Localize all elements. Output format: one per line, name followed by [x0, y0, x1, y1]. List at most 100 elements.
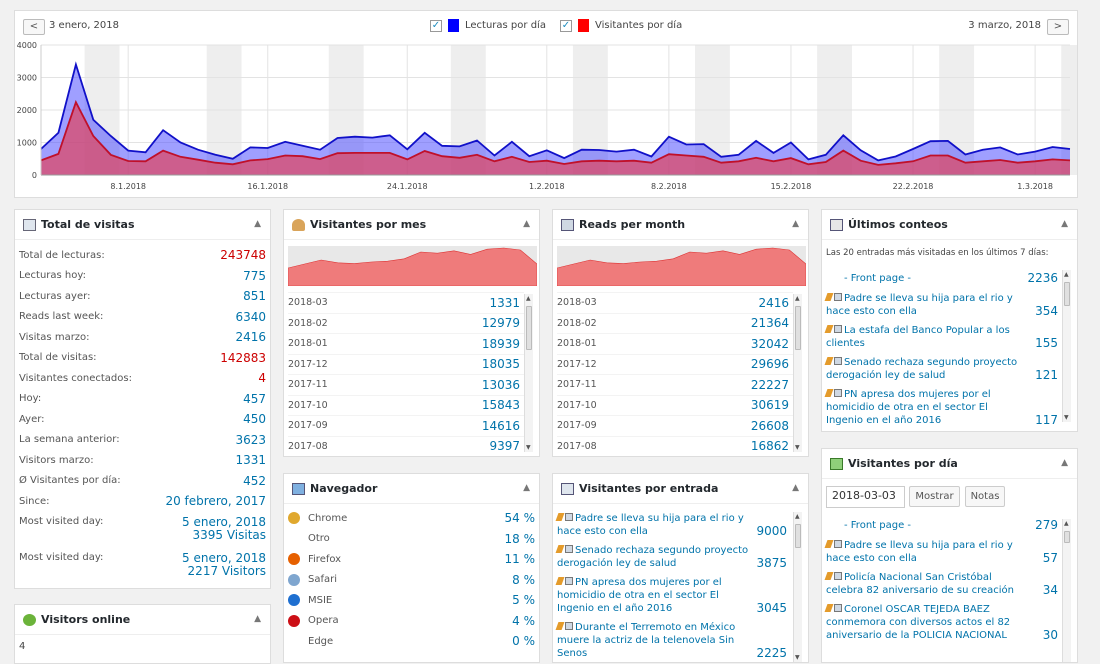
total-visits-header[interactable]: Total de visitas ▲ — [15, 210, 270, 240]
entry-row[interactable]: Padre se lleva su hija para el rio y hac… — [555, 510, 791, 542]
edit-icon[interactable] — [824, 357, 834, 365]
table-icon — [830, 218, 843, 231]
reads-per-month-header[interactable]: Reads per month ▲ — [553, 210, 808, 240]
entry-count: 279 — [1035, 517, 1058, 532]
scrollbar[interactable]: ▲ ▼ — [1062, 270, 1071, 422]
front-page-row[interactable]: - Front page - 279 — [824, 515, 1062, 537]
front-page-row[interactable]: - Front page - 2236 — [824, 268, 1062, 290]
month-row[interactable]: 2018-02 21364 — [557, 312, 793, 334]
month-row[interactable]: 2017-11 13036 — [288, 374, 524, 395]
edit-icon[interactable] — [555, 577, 565, 585]
stat-value: 3395 Visitas — [192, 527, 266, 542]
month-row[interactable]: 2018-03 2416 — [557, 292, 793, 313]
edit-icon[interactable] — [555, 622, 565, 630]
edit-icon[interactable] — [824, 293, 834, 301]
entry-count: 121 — [1035, 368, 1058, 382]
month-value: 26608 — [750, 418, 789, 433]
entry-row[interactable]: PN apresa dos mujeres por el homicidio d… — [555, 574, 791, 619]
month-row[interactable]: 2017-12 18035 — [288, 353, 524, 375]
collapse-arrow-icon[interactable]: ▲ — [254, 219, 261, 229]
entry-title: Senado rechaza segundo proyecto derogaci… — [557, 545, 749, 569]
show-button[interactable]: Mostrar — [909, 486, 960, 507]
collapse-arrow-icon[interactable]: ▲ — [1061, 219, 1068, 229]
edit-icon[interactable] — [555, 513, 565, 521]
latest-counts-header[interactable]: Últimos conteos ▲ — [822, 210, 1077, 240]
month-row[interactable]: 2017-09 14616 — [288, 415, 524, 436]
prev-range-button[interactable]: < — [23, 19, 45, 35]
collapse-arrow-icon[interactable]: ▲ — [1061, 458, 1068, 468]
visitors-per-month-header[interactable]: Visitantes por mes ▲ — [284, 210, 539, 240]
scrollbar[interactable]: ▲ — [1062, 519, 1071, 662]
stat-label: Ø Visitantes por día: — [19, 475, 121, 487]
notes-button[interactable]: Notas — [965, 486, 1005, 507]
month-label: 2018-03 — [557, 297, 597, 309]
edit-icon[interactable] — [824, 572, 834, 580]
entry-row[interactable]: La estafa del Banco Popular a los client… — [824, 322, 1062, 354]
document-icon — [834, 389, 842, 397]
document-icon — [561, 482, 574, 495]
visitors-online-header[interactable]: Visitors online ▲ — [15, 605, 270, 635]
end-date: 3 marzo, 2018 — [968, 20, 1041, 31]
collapse-arrow-icon[interactable]: ▲ — [792, 219, 799, 229]
latest-counts-note: Las 20 entradas más visitadas en los últ… — [826, 248, 1049, 258]
stat-label: Total de visitas: — [19, 352, 97, 364]
browser-header[interactable]: Navegador ▲ — [284, 474, 539, 504]
edit-icon[interactable] — [824, 389, 834, 397]
scrollbar[interactable]: ▲ ▼ — [524, 294, 533, 452]
month-row[interactable]: 2017-10 30619 — [557, 394, 793, 416]
stat-label: Lecturas ayer: — [19, 290, 91, 302]
entry-row[interactable]: Padre se lleva su hija para el rio y hac… — [824, 290, 1062, 322]
entry-title: Padre se lleva su hija para el rio y hac… — [826, 540, 1013, 564]
stat-label: Since: — [19, 495, 50, 507]
month-row[interactable]: 2018-02 12979 — [288, 312, 524, 334]
edit-icon[interactable] — [555, 545, 565, 553]
collapse-arrow-icon[interactable]: ▲ — [792, 483, 799, 493]
entry-row[interactable]: Padre se lleva su hija para el rio y hac… — [824, 537, 1062, 569]
entry-row[interactable]: Durante el Terremoto en México muere la … — [555, 619, 791, 662]
date-input[interactable]: 2018-03-03 — [826, 486, 905, 508]
month-row[interactable]: 2018-03 1331 — [288, 292, 524, 313]
visitors-per-day-header[interactable]: Visitantes por día ▲ — [822, 449, 1077, 479]
start-date: 3 enero, 2018 — [49, 20, 119, 31]
month-label: 2017-08 — [288, 440, 328, 452]
month-row[interactable]: 2017-08 9397 — [288, 435, 524, 457]
scrollbar[interactable]: ▲ ▼ — [793, 512, 802, 662]
entry-row[interactable]: Coronel OSCAR TEJEDA BAEZ conmemora con … — [824, 601, 1062, 646]
entry-row[interactable]: Senado rechaza segundo proyecto derogaci… — [555, 542, 791, 574]
legend-checkbox-reads[interactable]: ✓ — [430, 19, 442, 32]
month-row[interactable]: 2017-12 29696 — [557, 353, 793, 375]
stat-row: Visitas marzo: 2416 — [15, 327, 270, 348]
y-tick-label: 3000 — [17, 74, 37, 83]
month-row[interactable]: 2017-09 26608 — [557, 415, 793, 436]
month-row[interactable]: 2017-10 15843 — [288, 394, 524, 416]
visitors-per-entry-header[interactable]: Visitantes por entrada ▲ — [553, 474, 808, 504]
document-icon — [565, 545, 573, 553]
entry-title: - Front page - — [844, 272, 912, 284]
edit-icon[interactable] — [824, 604, 834, 612]
legend-checkbox-visitors[interactable]: ✓ — [559, 19, 572, 32]
scrollbar[interactable]: ▲ ▼ — [793, 294, 802, 452]
y-tick-label: 1000 — [17, 139, 37, 148]
month-row[interactable]: 2017-11 22227 — [557, 374, 793, 395]
month-label: 2018-02 — [288, 317, 328, 329]
month-row[interactable]: 2018-01 32042 — [557, 333, 793, 354]
month-row[interactable]: 2017-08 16862 — [557, 435, 793, 457]
entry-row[interactable]: Policía Nacional San Cristóbal celebra 8… — [824, 569, 1062, 601]
entry-row[interactable]: Senado rechaza segundo proyecto derogaci… — [824, 354, 1062, 386]
collapse-arrow-icon[interactable]: ▲ — [523, 219, 530, 229]
reads-month-sparkline — [557, 246, 806, 286]
stat-row: Total de lecturas: 243748 — [15, 245, 270, 266]
edit-icon[interactable] — [824, 325, 834, 333]
month-row[interactable]: 2018-01 18939 — [288, 333, 524, 354]
collapse-arrow-icon[interactable]: ▲ — [254, 614, 261, 624]
month-value: 18939 — [481, 336, 520, 351]
month-value: 30619 — [750, 398, 789, 413]
documents-icon — [561, 218, 574, 231]
browser-row: Firefox 11 % — [284, 549, 539, 570]
next-range-button[interactable]: > — [1047, 19, 1069, 35]
entry-row[interactable]: PN apresa dos mujeres por el homicidio d… — [824, 386, 1062, 431]
collapse-arrow-icon[interactable]: ▲ — [523, 483, 530, 493]
entry-row[interactable]: El Bacha dice: No descansaré hasta que v… — [824, 431, 1062, 432]
browser-share: 11 % — [504, 552, 536, 567]
edit-icon[interactable] — [824, 540, 834, 548]
